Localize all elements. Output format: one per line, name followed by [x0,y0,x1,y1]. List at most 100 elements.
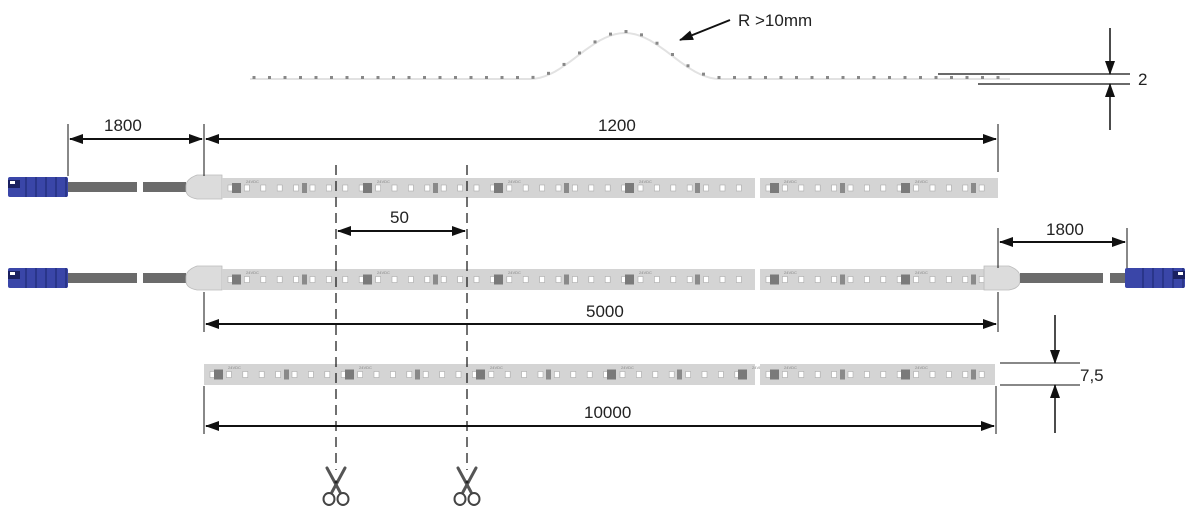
led-chip [637,184,644,192]
resistor [232,274,241,285]
resistor [695,274,700,285]
resistor [971,369,976,380]
led-chip [537,371,544,378]
cable [68,182,137,192]
led-dot [965,76,969,79]
led-chip [880,276,887,283]
led-dot [485,76,488,79]
led-dot [826,76,829,79]
led-chip [604,276,611,283]
led-chip [913,276,919,283]
led-dot [717,75,721,79]
strip-print: 24VDC [639,270,652,275]
led-strip-segment [760,364,995,385]
led-chip [652,371,659,378]
led-chip [782,276,788,283]
strip-print: 24VDC [752,365,765,370]
resistor [564,274,569,285]
led-chip [946,276,952,283]
resistor [302,183,307,193]
resistor [476,369,485,380]
strip-print: 24VDC [246,270,259,275]
led-chip [572,276,578,283]
led-dot [640,33,643,37]
resistor [840,183,845,193]
led-chip [391,276,398,283]
thickness-label: 2 [1138,70,1147,89]
cable [1020,273,1103,283]
led-chip [701,371,708,378]
led-chip [847,371,854,378]
led-chip [736,184,742,192]
led-chip [326,276,332,283]
led-chip [357,371,363,378]
led-dot [810,76,814,79]
led-chip [864,276,870,283]
bent-strip-body [250,31,1010,80]
led-chip [457,276,463,283]
led-chip [457,184,463,192]
resistor [677,369,682,380]
end-cap [185,265,223,291]
resistor [625,274,634,285]
led-chip [864,184,870,192]
led-chip [719,184,726,192]
strip-print: 24VDC [784,270,797,275]
led-dot [888,76,891,79]
led-chip [654,184,660,192]
resistor [546,369,551,380]
led-chip [637,276,644,283]
led-dot [345,76,349,79]
scissors-icon [453,466,481,506]
resistor [695,183,700,193]
led-chip [880,184,887,192]
led-chip [814,276,821,283]
cable [1110,273,1126,283]
led-dot [392,76,395,79]
led-dot [748,76,752,79]
led-dot [500,76,504,79]
led-dot [454,76,457,79]
led-dot [996,76,1000,79]
led-chip [293,184,299,192]
led-chip [572,184,578,192]
led-chip [293,276,299,283]
led-dot [903,76,907,79]
led-dot [314,76,318,79]
led-dot [609,32,612,36]
connector [1125,268,1185,288]
led-dot [733,76,736,79]
led-dot [764,76,767,79]
led-chip [782,184,788,192]
led-dot [981,76,984,79]
end-cap [983,265,1021,291]
led-chip [570,371,577,378]
strip-print: 24VDC [639,179,652,184]
led-chip [913,184,919,192]
led-dot [423,76,426,79]
dimensions: 1800 1200 50 1800 5000 7,5 10000 [67,116,1128,470]
led-dot [671,53,674,56]
led-chip [309,276,316,283]
led-chip [406,371,413,378]
led-chip [390,371,396,378]
led-chip [619,371,626,378]
led-dot [376,76,380,79]
led-dot [531,75,535,79]
led-chip [929,371,936,378]
led-dot [407,76,411,79]
led-chip [506,276,513,283]
led-chip [291,371,298,378]
led-chip [588,184,595,192]
led-chip [506,184,513,192]
bend-radius-label: R >10mm [738,11,812,30]
bend-radius-arrow [679,19,731,41]
led-chip [276,184,283,192]
medium-strip-length-label: 5000 [586,302,624,321]
strip-print: 24VDC [784,179,797,184]
led-chip [703,276,709,283]
resistor [770,369,779,380]
led-chip [913,371,919,378]
led-chip [522,184,529,192]
